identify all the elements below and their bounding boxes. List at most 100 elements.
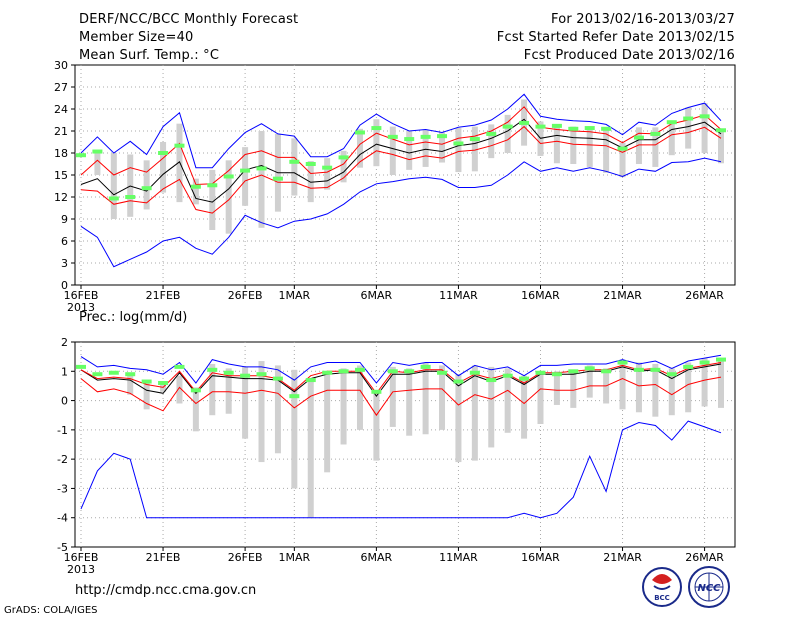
marker-point — [305, 162, 316, 166]
range-bar — [635, 127, 642, 164]
source-url[interactable]: http://cmdp.ncc.cma.gov.cn — [75, 583, 257, 598]
marker-point — [322, 370, 333, 375]
range-bar — [209, 363, 216, 416]
marker-point — [453, 379, 464, 384]
marker-point — [387, 134, 398, 139]
series-line-max — [80, 93, 722, 169]
started-refer-date: Fcst Started Refer Date 2013/02/15 — [496, 30, 735, 45]
y-tick-label: 24 — [54, 103, 68, 116]
range-bar — [242, 147, 249, 206]
range-bar — [258, 361, 265, 463]
marker-point — [190, 184, 201, 189]
x-tick-label: 1MAR — [278, 551, 310, 564]
marker-point — [338, 155, 349, 160]
marker-point — [453, 141, 464, 146]
range-bar — [406, 368, 413, 436]
marker-point — [551, 372, 562, 377]
y-tick-label: 21 — [54, 125, 68, 138]
range-bar — [242, 366, 249, 439]
marker-point — [699, 360, 710, 365]
range-bar — [635, 362, 642, 413]
range-bar — [422, 129, 429, 167]
marker-point — [174, 143, 185, 148]
range-bar — [455, 374, 462, 463]
marker-point — [683, 364, 694, 369]
marker-point — [666, 120, 677, 125]
x-tick-label: 21FEB — [146, 551, 181, 564]
marker-point — [174, 364, 185, 369]
marker-point — [617, 360, 628, 365]
range-bar — [340, 150, 347, 183]
range-bar — [685, 362, 692, 413]
marker-point — [666, 372, 677, 377]
marker-point — [437, 370, 448, 375]
marker-point — [272, 376, 283, 381]
marker-point — [601, 369, 612, 374]
marker-point — [633, 367, 644, 372]
marker-point — [108, 370, 119, 375]
range-bar — [668, 368, 675, 416]
range-bar — [701, 358, 708, 407]
range-bar — [619, 142, 626, 178]
marker-point — [256, 166, 267, 171]
x-tick-label: 21MAR — [603, 551, 642, 564]
marker-point — [568, 126, 579, 131]
range-bar — [553, 371, 560, 405]
y-tick-label: 1 — [61, 365, 68, 378]
precip-panel-title: Prec.: log(mm/d) — [79, 310, 188, 325]
y-tick-label: 2 — [61, 336, 68, 349]
series-line-min — [80, 157, 722, 268]
range-bar — [291, 369, 298, 489]
marker-point — [289, 394, 300, 399]
range-bar — [422, 362, 429, 435]
marker-point — [420, 134, 431, 139]
range-bar — [652, 363, 659, 417]
y-tick-label: -1 — [57, 424, 68, 437]
range-bar — [291, 138, 298, 196]
range-bar — [340, 368, 347, 445]
range-bar — [389, 126, 396, 175]
range-bar — [553, 125, 560, 164]
range-bar — [389, 366, 396, 427]
range-bar — [324, 158, 331, 190]
marker-point — [535, 124, 546, 129]
x-tick-label: 6MAR — [361, 289, 393, 302]
series-line-max — [80, 354, 722, 384]
marker-point — [371, 126, 382, 131]
marker-point — [354, 367, 365, 372]
range-bar — [570, 371, 577, 408]
chart-title: DERF/NCC/BCC Monthly Forecast — [79, 12, 299, 27]
marker-point — [240, 168, 251, 173]
marker-point — [519, 376, 530, 381]
range-bar — [488, 124, 495, 159]
x-tick-label: 1MAR — [278, 289, 310, 302]
forecast-range: For 2013/02/16-2013/03/27 — [551, 12, 735, 27]
marker-point — [469, 370, 480, 375]
logos: BCC NCC — [642, 566, 730, 608]
y-tick-label: 30 — [54, 59, 68, 72]
range-bar — [718, 358, 724, 408]
marker-point — [601, 126, 612, 131]
range-bar — [471, 126, 478, 172]
range-bar — [209, 169, 216, 230]
range-bar — [94, 150, 101, 175]
range-bar — [373, 119, 380, 167]
marker-point — [158, 151, 169, 155]
range-bar — [685, 107, 692, 149]
range-bar — [356, 365, 363, 430]
range-bar — [373, 391, 380, 461]
range-bar — [586, 126, 593, 167]
marker-point — [354, 130, 365, 135]
y-tick-label: 15 — [54, 169, 68, 182]
y-tick-label: -2 — [57, 453, 68, 466]
marker-point — [289, 159, 300, 164]
marker-point — [584, 126, 595, 131]
plot-frame — [74, 64, 736, 286]
range-bar — [225, 368, 232, 414]
range-bar — [439, 132, 446, 163]
marker-point — [404, 137, 415, 142]
series-line-upper — [80, 106, 722, 186]
variable-label: Mean Surf. Temp.: °C — [79, 48, 220, 63]
range-bar — [307, 378, 314, 518]
